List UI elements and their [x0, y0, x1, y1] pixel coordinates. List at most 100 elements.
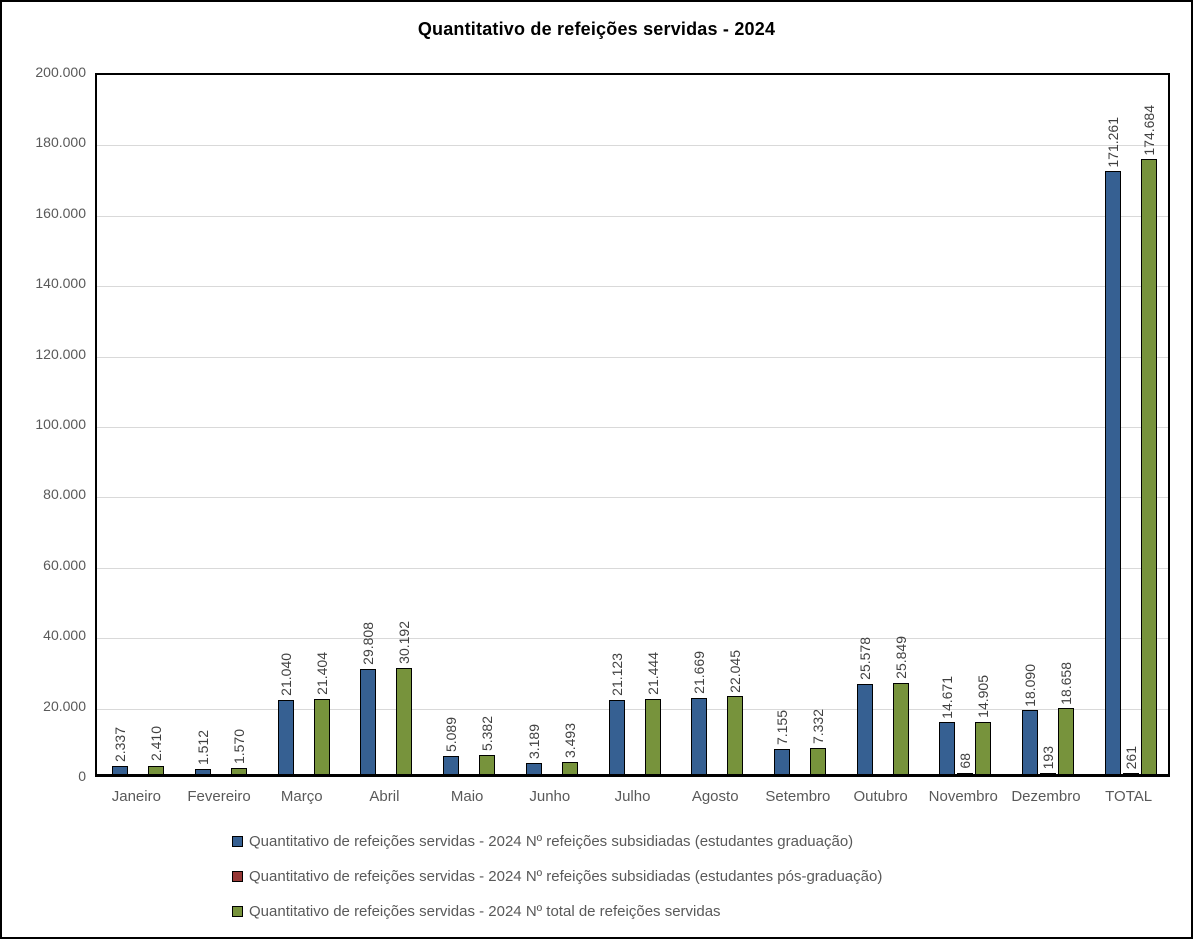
legend-label: Quantitativo de refeições servidas - 202…	[249, 902, 721, 920]
bar-graduacao	[112, 765, 129, 774]
bar-value-label: 68	[957, 753, 974, 769]
bar-value-label: 7.332	[809, 709, 826, 745]
bar-pos-graduacao	[957, 773, 974, 774]
bar-graduacao	[856, 683, 873, 774]
bar-value-label: 14.671	[939, 675, 956, 719]
legend: Quantitativo de refeições servidas - 202…	[232, 831, 882, 936]
chart-title: Quantitativo de refeições servidas - 202…	[417, 19, 776, 39]
bar-total	[1140, 159, 1157, 774]
bar-value-label: 7.155	[773, 709, 790, 745]
x-tick-label: Junho	[529, 788, 571, 805]
y-tick-label: 200.000	[35, 64, 86, 80]
bar-graduacao	[691, 697, 708, 774]
bar-value-label: 193	[1039, 745, 1056, 769]
x-tick-label: Outubro	[853, 788, 908, 805]
bar-value-label: 3.493	[561, 722, 578, 758]
bar-value-label: 21.669	[691, 650, 708, 694]
bar-graduacao	[277, 699, 294, 774]
y-tick-label: 60.000	[43, 556, 86, 573]
bar-value-label: 21.123	[608, 652, 625, 696]
bar-value-label: 29.808	[360, 622, 377, 666]
x-tick-label: Setembro	[765, 788, 831, 805]
gridline	[97, 215, 1168, 217]
gridline	[97, 638, 1168, 640]
x-tick-label: TOTAL	[1105, 788, 1153, 805]
bar-graduacao	[939, 722, 956, 774]
bar-value-label: 30.192	[396, 620, 413, 664]
bar-value-label: 3.189	[525, 723, 542, 759]
bar-graduacao	[360, 669, 377, 774]
bar-total	[809, 748, 826, 774]
y-tick-label: 20.000	[43, 697, 86, 714]
bar-total	[396, 667, 413, 774]
gridline	[97, 427, 1168, 428]
bar-graduacao	[773, 748, 790, 774]
bar-total	[561, 761, 578, 774]
gridline	[97, 356, 1168, 358]
x-tick-label: Março	[280, 788, 323, 805]
bar-total	[644, 698, 661, 774]
bar-value-label: 25.849	[892, 636, 909, 680]
bar-graduacao	[1104, 171, 1121, 774]
bar-value-label: 25.578	[856, 637, 873, 680]
bar-pos-graduacao	[1039, 773, 1056, 774]
gridline	[97, 145, 1168, 147]
gridline	[97, 567, 1168, 569]
legend-label: Quantitativo de refeições servidas - 202…	[249, 832, 854, 850]
x-tick-label: Abril	[369, 788, 400, 805]
bar-pos-graduacao	[1122, 773, 1139, 774]
bar-value-label: 21.444	[644, 651, 661, 695]
legend-marker-total-icon	[232, 905, 243, 917]
legend-item-pos-graduacao: Quantitativo de refeições servidas - 202…	[232, 866, 882, 886]
bar-value-label: 1.512	[195, 729, 212, 765]
legend-item-total: Quantitativo de refeições servidas - 202…	[232, 901, 882, 921]
bar-value-label: 18.658	[1057, 661, 1074, 705]
y-tick-label: 0	[78, 768, 86, 784]
x-tick-label: Janeiro	[111, 788, 161, 805]
bar-value-label: 18.090	[1021, 663, 1038, 707]
bar-total	[479, 755, 496, 774]
bar-total	[727, 696, 744, 774]
bar-graduacao	[195, 768, 212, 774]
x-tick-label: Fevereiro	[187, 788, 251, 805]
bar-value-label: 21.040	[277, 653, 294, 696]
legend-item-graduacao: Quantitativo de refeições servidas - 202…	[232, 831, 882, 851]
bar-graduacao	[525, 762, 542, 774]
y-tick-label: 180.000	[35, 134, 86, 151]
bar-value-label: 171.261	[1104, 116, 1121, 168]
bar-value-label: 261	[1122, 745, 1139, 769]
bar-total	[313, 698, 330, 774]
bar-total	[231, 768, 248, 774]
bar-total	[148, 765, 165, 774]
legend-marker-pos-graduacao-icon	[232, 870, 243, 882]
bar-value-label: 21.404	[313, 651, 330, 695]
bar-total	[975, 721, 992, 774]
x-tick-label: Julho	[614, 788, 651, 805]
bar-graduacao	[1021, 710, 1038, 774]
gridline	[97, 286, 1168, 288]
y-tick-label: 40.000	[43, 627, 86, 644]
gridline	[97, 497, 1168, 499]
x-tick-label: Dezembro	[1011, 788, 1081, 805]
legend-label: Quantitativo de refeições servidas - 202…	[249, 867, 883, 885]
x-tick-label: Maio	[450, 788, 484, 805]
bar-value-label: 14.905	[975, 674, 992, 718]
y-tick-label: 140.000	[35, 275, 86, 292]
x-tick-label: Agosto	[691, 788, 739, 805]
gridline	[97, 708, 1168, 710]
bar-value-label: 2.337	[112, 726, 129, 762]
bar-value-label: 2.410	[148, 726, 165, 762]
bar-graduacao	[608, 699, 625, 774]
bar-value-label: 5.089	[443, 717, 460, 753]
y-tick-label: 120.000	[35, 345, 86, 362]
bar-value-label: 174.684	[1140, 104, 1157, 156]
bar-value-label: 1.570	[231, 729, 248, 765]
bar-value-label: 22.045	[727, 649, 744, 693]
x-axis: Janeiro Fevereiro Março Abril Maio Junho Julho…	[95, 788, 1170, 810]
bar-total	[892, 683, 909, 774]
bar-value-label: 5.382	[479, 716, 496, 752]
y-tick-label: 80.000	[43, 486, 86, 503]
bar-total	[1057, 708, 1074, 774]
bar-graduacao	[443, 756, 460, 774]
